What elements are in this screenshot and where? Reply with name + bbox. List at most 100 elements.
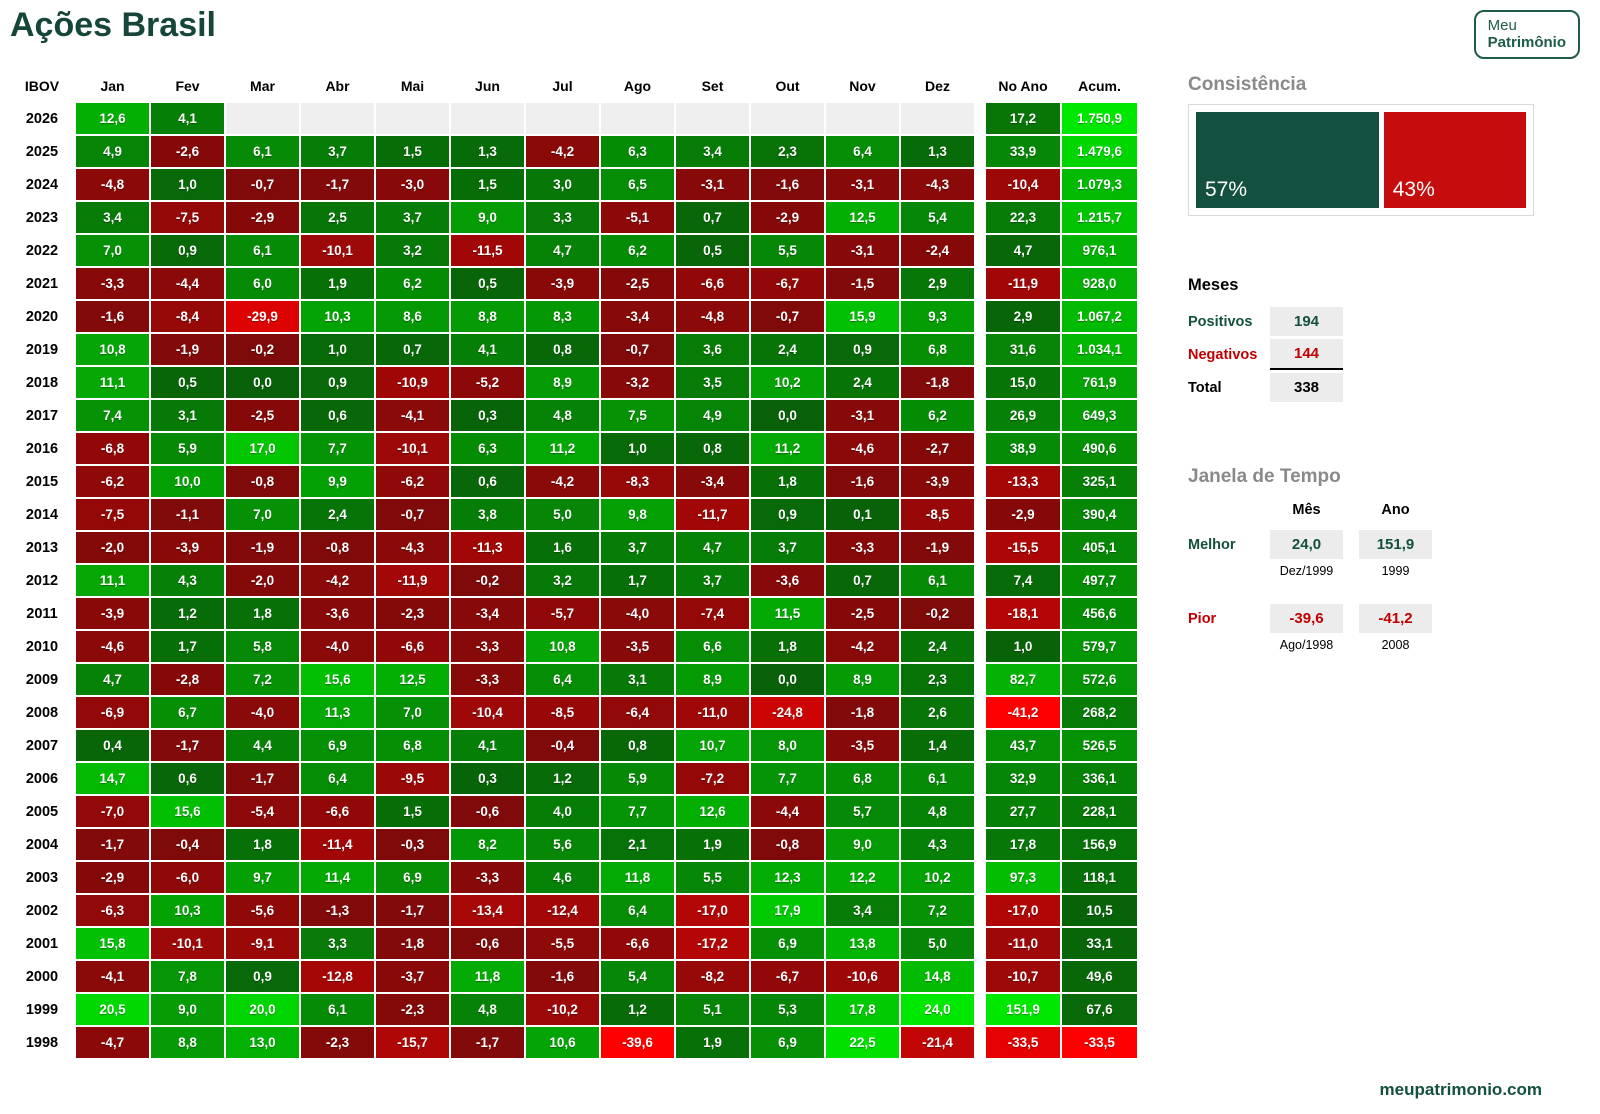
- heatmap-cell: 6,1: [226, 136, 299, 167]
- heatmap-cell: 3,3: [526, 202, 599, 233]
- heatmap-cell: 2,3: [901, 664, 974, 695]
- row-year-label: 2020: [10, 301, 74, 332]
- heatmap-cell: 9,7: [226, 862, 299, 893]
- heatmap-cell: 0,9: [226, 961, 299, 992]
- heatmap-cell: 6,2: [376, 268, 449, 299]
- negative-months-row: Negativos 144: [1188, 338, 1534, 371]
- heatmap-cell: 2,9: [901, 268, 974, 299]
- ytd-cell: 4,7: [986, 235, 1060, 266]
- heatmap-cell: 0,0: [751, 400, 824, 431]
- heatmap-cell: -3,3: [451, 631, 524, 662]
- ytd-cell: 17,2: [986, 103, 1060, 134]
- accumulated-cell: 268,2: [1062, 697, 1137, 728]
- heatmap-cell: -12,8: [301, 961, 374, 992]
- heatmap-cell: 7,7: [301, 433, 374, 464]
- heatmap-cell: 0,6: [301, 400, 374, 431]
- worst-year-value: -41,2: [1359, 604, 1432, 633]
- accumulated-cell: 33,1: [1062, 928, 1137, 959]
- heatmap-cell: -6,3: [76, 895, 149, 926]
- heatmap-cell: -0,4: [151, 829, 224, 860]
- accumulated-cell: 456,6: [1062, 598, 1137, 629]
- website-watermark: meupatrimonio.com: [1379, 1080, 1542, 1099]
- column-spacer: [976, 202, 984, 233]
- ytd-cell: -33,5: [986, 1027, 1060, 1058]
- heatmap-cell: 6,8: [826, 763, 899, 794]
- heatmap-cell: -3,9: [526, 268, 599, 299]
- heatmap-cell: -3,3: [451, 862, 524, 893]
- heatmap-cell: 3,0: [526, 169, 599, 200]
- heatmap-cell: 6,0: [226, 268, 299, 299]
- heatmap-cell: -9,1: [226, 928, 299, 959]
- ytd-cell: -41,2: [986, 697, 1060, 728]
- heatmap-cell: -4,8: [76, 169, 149, 200]
- heatmap-cell: -3,4: [451, 598, 524, 629]
- heatmap-cell: -4,3: [901, 169, 974, 200]
- heatmap-cell: 11,1: [76, 367, 149, 398]
- heatmap-cell: -2,0: [76, 532, 149, 563]
- heatmap-cell: 7,7: [601, 796, 674, 827]
- best-year-caption: 1999: [1381, 564, 1410, 578]
- ytd-cell: 15,0: [986, 367, 1060, 398]
- heatmap-cell: -2,5: [226, 400, 299, 431]
- heatmap-cell: -0,6: [451, 796, 524, 827]
- heatmap-cell: 2,4: [301, 499, 374, 530]
- time-window-table: Mês Ano Melhor 24,0 151,9 Dez/1999 1999 …: [1188, 502, 1534, 664]
- row-year-label: 2025: [10, 136, 74, 167]
- heatmap-cell-empty: [526, 103, 599, 134]
- heatmap-cell: 8,0: [751, 730, 824, 761]
- row-year-label: 2007: [10, 730, 74, 761]
- row-year-label: 2026: [10, 103, 74, 134]
- column-spacer: [976, 103, 984, 134]
- consistency-positive-label: 57%: [1205, 178, 1248, 201]
- best-year-value: 151,9: [1359, 530, 1432, 559]
- heatmap-cell: -0,6: [451, 928, 524, 959]
- heatmap-cell: -11,5: [451, 235, 524, 266]
- heatmap-cell: -1,7: [376, 895, 449, 926]
- heatmap-cell: -5,1: [601, 202, 674, 233]
- heatmap-cell: 8,9: [526, 367, 599, 398]
- heatmap-cell: -2,3: [376, 598, 449, 629]
- heatmap-cell: 1,9: [676, 829, 749, 860]
- heatmap-cell: 7,2: [901, 895, 974, 926]
- heatmap-cell: 15,8: [76, 928, 149, 959]
- heatmap-cell: -2,9: [226, 202, 299, 233]
- ytd-cell: 7,4: [986, 565, 1060, 596]
- heatmap-cell: 4,8: [451, 994, 524, 1025]
- heatmap-cell: -6,2: [76, 466, 149, 497]
- row-year-label: 2005: [10, 796, 74, 827]
- row-year-label: 2012: [10, 565, 74, 596]
- row-year-label: 2016: [10, 433, 74, 464]
- heatmap-cell: 0,7: [676, 202, 749, 233]
- heatmap-cell: 7,8: [151, 961, 224, 992]
- heatmap-cell: 7,4: [76, 400, 149, 431]
- heatmap-cell-empty: [901, 103, 974, 134]
- row-year-label: 2013: [10, 532, 74, 563]
- heatmap-cell: -6,9: [76, 697, 149, 728]
- heatmap-cell-empty: [826, 103, 899, 134]
- heatmap-cell: -1,9: [151, 334, 224, 365]
- heatmap-cell: 24,0: [901, 994, 974, 1025]
- total-months-label: Total: [1188, 379, 1222, 396]
- column-spacer: [976, 334, 984, 365]
- heatmap-cell: 0,6: [451, 466, 524, 497]
- heatmap-cell: -7,0: [76, 796, 149, 827]
- column-spacer: [976, 631, 984, 662]
- heatmap-cell: 4,9: [676, 400, 749, 431]
- heatmap-cell: 1,0: [151, 169, 224, 200]
- heatmap-cell: -1,5: [826, 268, 899, 299]
- heatmap-cell: -8,5: [526, 697, 599, 728]
- accumulated-cell: 1.479,6: [1062, 136, 1137, 167]
- heatmap-cell: 2,5: [301, 202, 374, 233]
- heatmap-cell: 0,5: [451, 268, 524, 299]
- accumulated-cell: 390,4: [1062, 499, 1137, 530]
- best-label: Melhor: [1188, 536, 1236, 553]
- heatmap-cell: -29,9: [226, 301, 299, 332]
- heatmap-cell: 14,8: [901, 961, 974, 992]
- heatmap-cell: -3,9: [76, 598, 149, 629]
- heatmap-cell: -1,7: [451, 1027, 524, 1058]
- row-year-label: 2001: [10, 928, 74, 959]
- heatmap-cell: -6,4: [601, 697, 674, 728]
- heatmap-cell: 11,1: [76, 565, 149, 596]
- heatmap-cell: 0,0: [751, 664, 824, 695]
- heatmap-cell: -4,0: [226, 697, 299, 728]
